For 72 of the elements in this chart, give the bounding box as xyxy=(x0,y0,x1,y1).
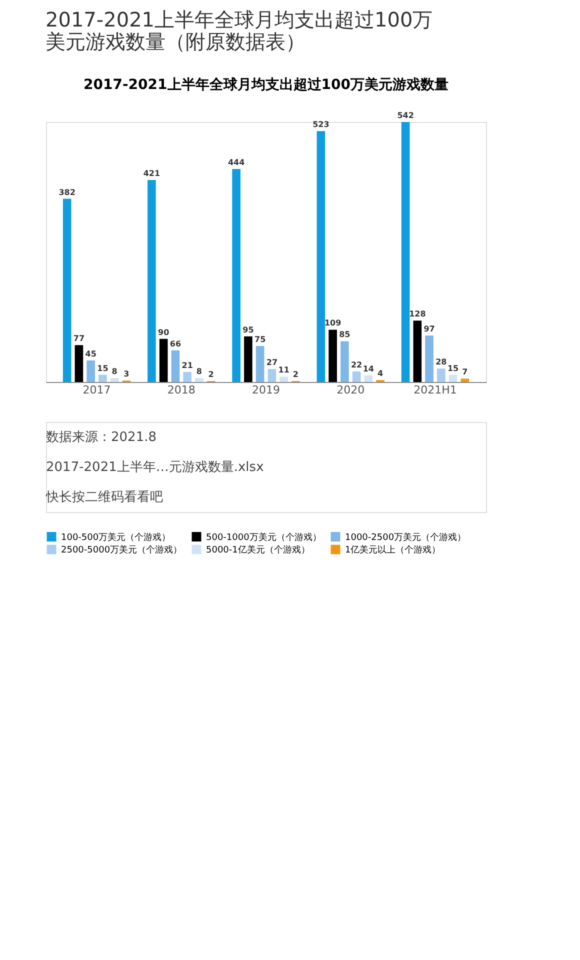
bar xyxy=(460,378,470,382)
bar xyxy=(183,372,192,382)
bar xyxy=(86,360,95,382)
bar xyxy=(268,369,276,382)
legend-label: 1000-2500万美元（个游戏） xyxy=(345,532,466,543)
data-label: 542 xyxy=(397,111,414,120)
data-label: 421 xyxy=(143,169,160,178)
data-label: 85 xyxy=(339,330,351,340)
data-label: 27 xyxy=(266,358,278,368)
data-label: 523 xyxy=(312,120,330,130)
data-label: 21 xyxy=(182,360,194,370)
chart-title: 2017-2021上半年全球月均支出超过100万美元游戏数量（附原数据表） xyxy=(46,8,433,54)
bar xyxy=(280,376,288,382)
data-label: 15 xyxy=(447,364,460,373)
bar xyxy=(437,368,446,382)
bar xyxy=(232,169,240,382)
data-label: 45 xyxy=(85,349,97,358)
data-label: 75 xyxy=(254,335,266,344)
bar xyxy=(62,198,72,382)
bar xyxy=(340,341,349,382)
data-label: 8 xyxy=(112,367,118,376)
data-label: 11 xyxy=(278,366,290,375)
x-tick-label: 2018 xyxy=(167,384,196,396)
bar xyxy=(316,131,326,382)
data-label: 66 xyxy=(170,339,182,348)
data-label: 128 xyxy=(409,310,426,319)
text: 快长按二维码看看吧 xyxy=(45,490,163,505)
bar xyxy=(364,375,373,382)
legend-label: 1亿美元以上（个游戏） xyxy=(345,544,441,556)
data-label: 90 xyxy=(158,328,170,337)
legend-label: 5000-1亿美元（个游戏） xyxy=(206,544,310,556)
data-label: 95 xyxy=(242,325,254,334)
bar xyxy=(110,378,119,382)
chart-subtitle: 2017-2021上半年全球月均支出超过100万美元游戏数量 xyxy=(84,76,448,93)
data-label: 8 xyxy=(196,367,202,376)
bar xyxy=(171,350,180,382)
x-tick-label: 2020 xyxy=(336,384,365,396)
x-tick-label: 2021H1 xyxy=(414,384,457,396)
bar xyxy=(244,336,252,382)
bar xyxy=(448,374,458,382)
text: 2017-2021上半年…元游戏数量.xlsx xyxy=(46,460,264,475)
legend-label: 2500-5000万美元（个游戏） xyxy=(61,544,182,556)
bar xyxy=(352,371,361,382)
bar xyxy=(159,338,168,382)
data-label: 109 xyxy=(324,318,342,328)
bar xyxy=(98,374,107,382)
data-label: 2 xyxy=(292,370,298,380)
data-label: 2 xyxy=(208,370,214,380)
data-label: 3 xyxy=(124,370,130,379)
bar xyxy=(425,335,434,382)
bar xyxy=(328,330,337,382)
data-label: 28 xyxy=(436,358,448,367)
bar xyxy=(256,346,264,382)
data-label: 7 xyxy=(462,368,468,377)
bar xyxy=(401,122,410,382)
data-label: 15 xyxy=(97,364,109,373)
source-note: 数据来源：2021.8 xyxy=(46,430,156,445)
data-label: 97 xyxy=(424,324,435,334)
bar xyxy=(74,345,84,382)
legend-label: 100-500万美元（个游戏） xyxy=(61,532,171,543)
x-tick-label: 2017 xyxy=(82,384,111,396)
data-label: 4 xyxy=(378,369,384,378)
data-label: 444 xyxy=(228,158,246,168)
bar xyxy=(195,378,204,382)
data-label: 14 xyxy=(362,364,374,374)
x-tick-label: 2019 xyxy=(252,384,280,396)
bar xyxy=(413,320,422,382)
bar xyxy=(148,180,156,382)
legend-label: 500-1000万美元（个游戏） xyxy=(206,532,322,543)
data-label: 22 xyxy=(350,360,362,370)
data-label: 77 xyxy=(73,334,85,344)
data-label: 382 xyxy=(58,188,76,197)
